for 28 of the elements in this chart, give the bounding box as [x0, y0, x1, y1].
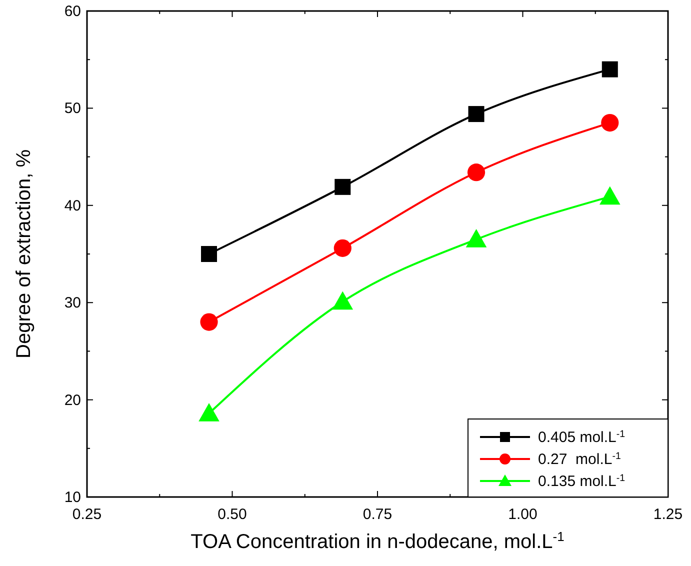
point [600, 186, 620, 205]
y-tick-label: 10 [64, 489, 81, 506]
point [334, 239, 352, 257]
x-tick-label: 1.00 [508, 506, 538, 523]
y-tick-label: 50 [64, 100, 81, 118]
x-tick-label: 0.75 [362, 506, 392, 523]
y-tick-label: 30 [64, 294, 81, 312]
point [332, 291, 354, 310]
point [334, 178, 351, 195]
point [601, 114, 619, 132]
y-axis-title: Degree of extraction, % [13, 149, 35, 358]
x-axis-title: TOA Concentration in n-dodecane, mol.L$^{-1}$ [190, 528, 564, 553]
point [467, 164, 486, 182]
point [201, 246, 218, 262]
legend-label: 0.27 mol.L$^{-1}$ [538, 450, 621, 468]
x-tick-label: 0.50 [218, 506, 247, 523]
point [468, 106, 484, 122]
point [466, 229, 487, 248]
x-tick-label: 0.25 [72, 506, 102, 523]
legend-label: 0.405 mol.L$^{-1}$ [538, 428, 626, 446]
legend-label: 0.135 mol.L$^{-1}$ [538, 472, 626, 490]
y-tick-label: 20 [64, 392, 81, 409]
point [200, 313, 218, 331]
x-tick-label: 1.25 [653, 506, 683, 523]
y-tick-label: 60 [64, 3, 81, 20]
y-tick-label: 40 [64, 197, 81, 214]
point [602, 61, 618, 78]
point [198, 403, 220, 422]
